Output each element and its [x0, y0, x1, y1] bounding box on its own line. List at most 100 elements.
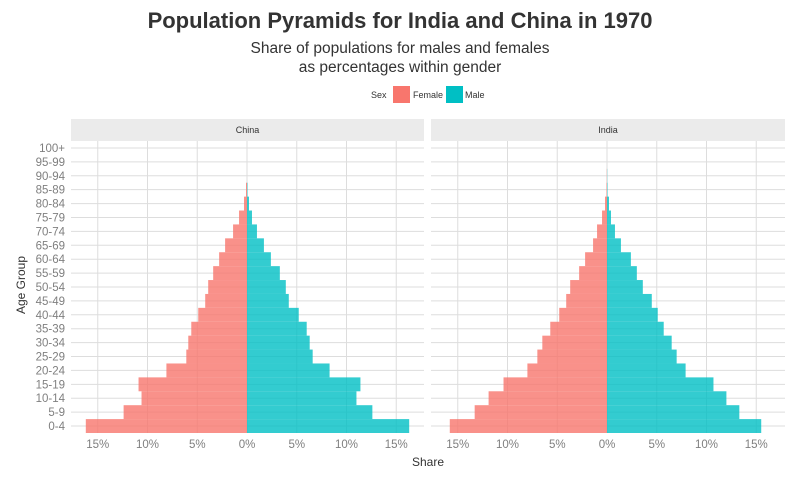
bar-male: [607, 377, 713, 391]
bar-male: [607, 280, 643, 294]
y-tick-label: 15-19: [36, 379, 65, 391]
bar-male: [247, 280, 286, 294]
x-tick-label: 0%: [239, 439, 256, 451]
bar-female: [186, 350, 247, 364]
bar-male: [247, 377, 360, 391]
y-tick-label: 30-34: [36, 338, 66, 350]
bar-female: [475, 405, 607, 419]
bar-female: [542, 336, 607, 350]
bar-female: [489, 391, 607, 405]
bar-male: [607, 308, 658, 322]
bar-male: [247, 391, 356, 405]
panel-china: China 15% 10% 5% 0% 5% 10% 15%: [71, 119, 424, 451]
bar-male: [607, 350, 677, 364]
legend-title: Sex: [371, 90, 387, 100]
bar-female: [570, 280, 607, 294]
y-tick-label: 45-49: [36, 296, 65, 308]
x-tick-label: 0%: [599, 439, 616, 451]
bar-male: [247, 252, 271, 266]
bar-female: [213, 266, 247, 280]
y-tick-label: 85-89: [36, 185, 65, 197]
bar-male: [607, 252, 631, 266]
bar-male: [607, 363, 686, 377]
bar-male: [607, 224, 615, 238]
x-tick-label: 15%: [446, 439, 469, 451]
y-tick-label: 10-14: [36, 393, 66, 405]
y-tick-label: 40-44: [36, 310, 66, 322]
x-tick-label: 10%: [136, 439, 159, 451]
bar-female: [559, 308, 607, 322]
y-tick-label: 90-94: [36, 171, 66, 183]
bar-female: [86, 419, 247, 433]
bar-female: [244, 197, 247, 211]
bar-male: [607, 238, 621, 252]
bar-male: [607, 419, 761, 433]
bar-male: [247, 350, 313, 364]
bar-male: [607, 405, 739, 419]
panel-india: India 15% 10% 5% 0% 5% 10% 15%: [431, 119, 785, 451]
bar-female: [124, 405, 247, 419]
bar-male: [247, 419, 409, 433]
bar-female: [198, 308, 247, 322]
y-tick-label: 0-4: [48, 421, 65, 433]
bar-male: [607, 266, 637, 280]
bar-female: [219, 252, 247, 266]
bar-female: [233, 224, 247, 238]
y-tick-label: 50-54: [36, 282, 66, 294]
bar-female: [579, 266, 607, 280]
bar-female: [225, 238, 247, 252]
x-tick-label: 5%: [288, 439, 305, 451]
x-tick-label: 15%: [385, 439, 408, 451]
y-tick-label: 5-9: [48, 407, 65, 419]
y-tick-label: 80-84: [36, 199, 66, 211]
bar-male: [607, 336, 672, 350]
y-tick-label: 70-74: [36, 226, 66, 238]
bar-male: [247, 363, 330, 377]
bar-male: [247, 224, 257, 238]
bar-female: [205, 294, 247, 308]
bar-male: [607, 391, 726, 405]
bar-female: [602, 211, 607, 225]
y-tick-label: 20-24: [36, 365, 66, 377]
y-tick-label: 95-99: [36, 157, 65, 169]
x-tick-label: 5%: [189, 439, 206, 451]
x-tick-label: 15%: [745, 439, 768, 451]
bar-female: [208, 280, 247, 294]
y-tick-label: 35-39: [36, 324, 65, 336]
y-axis-title: Age Group: [14, 256, 28, 314]
x-tick-label: 5%: [648, 439, 665, 451]
bar-male: [247, 322, 307, 336]
x-tick-label: 15%: [86, 439, 109, 451]
bar-female: [566, 294, 607, 308]
y-tick-label: 65-69: [36, 240, 65, 252]
panels: China 15% 10% 5% 0% 5% 10% 15% India 15% 10% 5% 0% 5%…: [71, 119, 785, 451]
bar-male: [247, 238, 264, 252]
y-tick-label: 60-64: [36, 254, 66, 266]
x-tick-label: 10%: [335, 439, 358, 451]
bar-female: [142, 391, 247, 405]
bar-female: [593, 238, 607, 252]
bar-male: [247, 211, 252, 225]
bar-female: [166, 363, 247, 377]
bar-male: [247, 197, 249, 211]
bar-female: [550, 322, 607, 336]
bar-male: [247, 266, 280, 280]
bar-female: [239, 211, 247, 225]
legend-label-male: Male: [465, 90, 485, 100]
x-tick-label: 10%: [496, 439, 519, 451]
bar-female: [188, 336, 247, 350]
legend: Sex Female Male: [371, 86, 485, 103]
bar-female: [585, 252, 607, 266]
bar-female: [504, 377, 607, 391]
bar-male: [247, 336, 310, 350]
y-tick-label: 25-29: [36, 352, 65, 364]
legend-label-female: Female: [413, 90, 443, 100]
bar-male: [607, 211, 611, 225]
bar-female: [527, 363, 607, 377]
facet-label: China: [236, 125, 260, 135]
bar-female: [191, 322, 247, 336]
bar-female: [605, 197, 607, 211]
x-tick-label: 5%: [549, 439, 566, 451]
y-tick-label: 100+: [39, 143, 65, 155]
